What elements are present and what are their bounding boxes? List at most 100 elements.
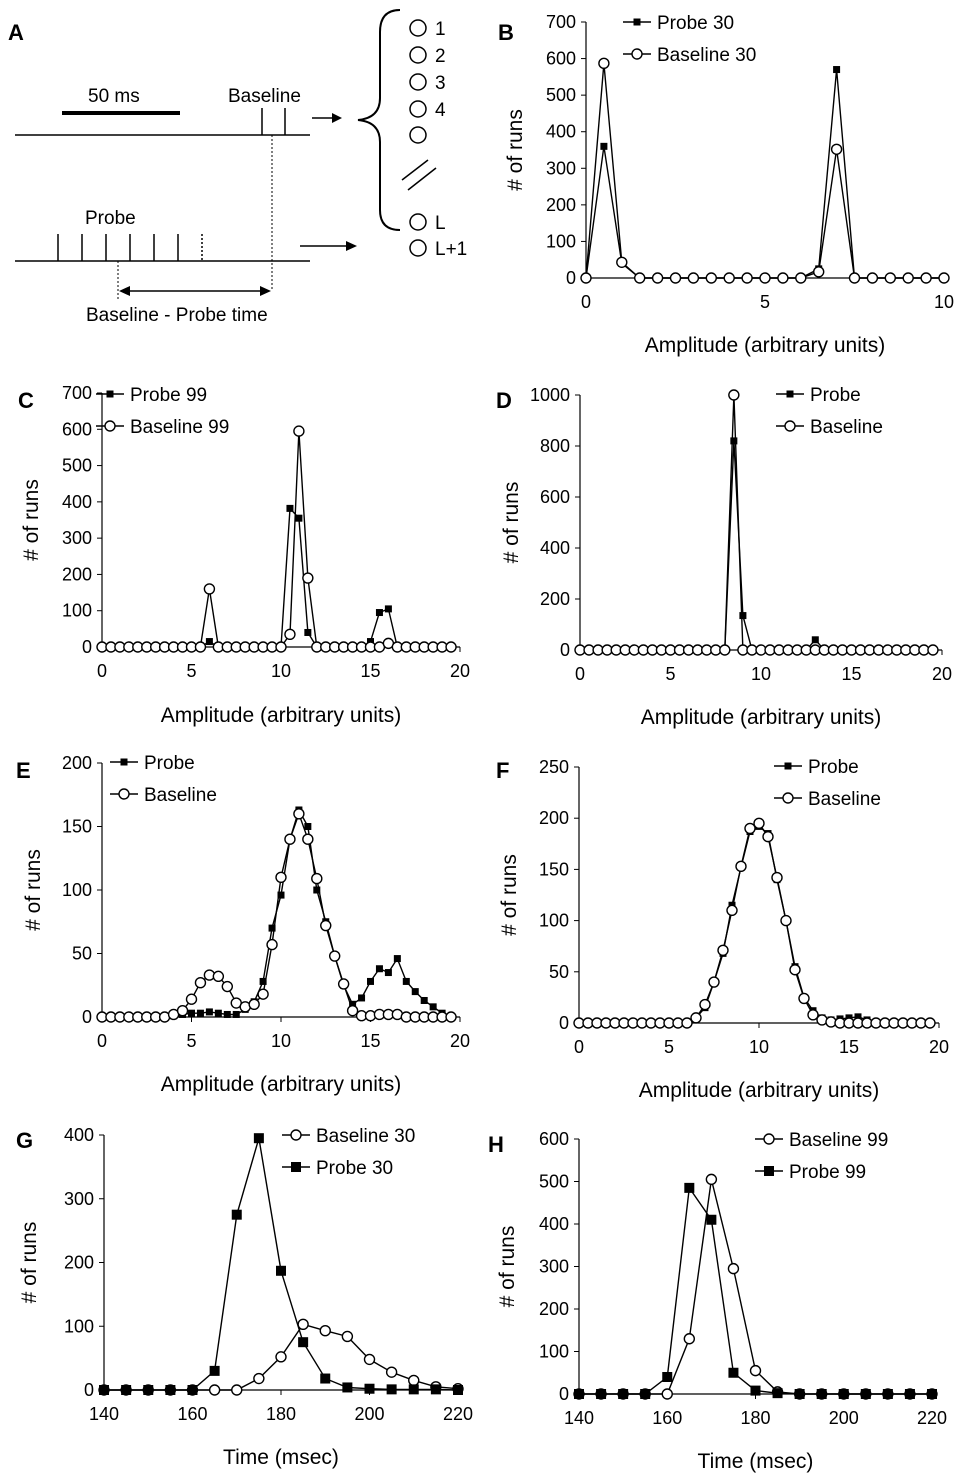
data-point [719,644,731,656]
y-tick-label: 200 [539,1299,569,1319]
series-baseline-30 [98,1318,464,1396]
data-point [920,272,932,284]
data-point [298,1337,309,1348]
series-probe [576,437,937,654]
data-point [728,389,740,401]
series-line [102,811,452,1018]
y-tick-label: 100 [62,880,92,900]
data-point [927,644,939,656]
data-point [375,609,383,617]
data-point [618,1389,629,1399]
series-line [102,506,452,648]
data-point [248,998,260,1010]
data-point [753,817,765,830]
data-point [445,641,457,653]
run-label: 1 [435,19,446,40]
y-tick-label: 300 [64,1189,94,1209]
legend-marker [120,758,128,766]
y-tick-label: 500 [546,85,576,105]
data-point [759,272,771,284]
data-point [205,1008,213,1016]
y-tick-label: 400 [64,1125,94,1145]
data-point [165,1385,176,1395]
data-point [302,833,314,845]
data-point [866,272,879,284]
y-axis-label: # of runs [498,854,521,936]
series-line [585,69,944,279]
data-point [902,272,914,284]
data-point [830,143,843,155]
data-point [214,1009,222,1017]
series-probe-99 [574,1182,937,1399]
y-tick-label: 0 [560,640,570,660]
panel-label-a: A [8,20,24,45]
x-tick-label: 200 [354,1404,384,1424]
data-point [337,978,350,990]
y-axis-label: # of runs [18,1222,41,1304]
x-tick-label: 200 [829,1408,859,1428]
x-tick-label: 5 [186,1031,196,1051]
data-point [275,641,287,653]
y-tick-label: 0 [559,1384,569,1404]
data-point [661,1388,673,1400]
data-point [662,1372,673,1382]
data-point [275,1351,287,1363]
legend-marker [290,1129,302,1141]
y-tick-label: 700 [62,383,92,403]
x-tick-label: 220 [443,1404,473,1424]
chart-c: C 0 100 200 300 400 500 600 700 0 5 10 15 20 Amplitude… [18,383,470,727]
y-tick-label: 100 [64,1316,94,1336]
y-tick-label: 200 [540,589,570,609]
data-point [302,572,314,584]
run-circle [409,100,427,118]
data-point [816,1389,827,1399]
y-tick-label: 100 [546,231,576,251]
x-tick-label: 15 [360,1031,380,1051]
series-line [585,63,944,279]
x-tick-label: 140 [89,1404,119,1424]
legend-entry: Baseline 99 [755,1130,888,1151]
run-label: L [435,213,446,234]
series-line [579,1185,932,1395]
x-tick-label: 180 [266,1404,296,1424]
legend-marker [763,1133,775,1145]
series-probe [575,822,934,1027]
data-point [739,612,747,620]
y-axis-label: # of runs [500,482,523,564]
legend-label: Baseline 99 [130,417,229,438]
x-tick-label: 20 [450,661,470,681]
data-point [364,1383,375,1394]
series-probe-99 [98,504,455,651]
data-point [723,272,735,284]
run-circle [409,239,427,257]
legend-marker [764,1166,774,1176]
baseline-arrow-head [332,113,342,123]
data-point [927,1389,937,1399]
y-tick-label: 100 [539,1342,569,1362]
y-tick-label: 200 [539,808,569,828]
data-point [196,1009,204,1017]
y-tick-label: 1000 [530,385,570,405]
y-tick-label: 0 [82,637,92,657]
data-point [176,1004,189,1017]
y-tick-label: 100 [62,601,92,621]
legend-marker [631,48,643,60]
chart-e: E 0 50 100 150 200 0 5 10 15 20 Amplitude (arbitrar… [16,753,470,1096]
data-point [99,1385,109,1395]
data-point [275,871,287,883]
panel-label-c: C [18,388,34,413]
legend-entry: Baseline [110,785,217,806]
data-point [771,871,783,884]
y-tick-label: 600 [62,419,92,439]
data-point [341,1330,354,1343]
x-tick-label: 20 [932,664,952,684]
data-point [231,1209,242,1220]
y-tick-label: 200 [64,1253,94,1273]
legend-label: Probe [808,757,859,778]
y-tick-label: 200 [62,564,92,584]
data-point [813,266,825,278]
panel-label-h: H [488,1132,504,1157]
data-point [854,1013,862,1021]
run-circle [409,213,427,231]
data-point [598,57,610,70]
